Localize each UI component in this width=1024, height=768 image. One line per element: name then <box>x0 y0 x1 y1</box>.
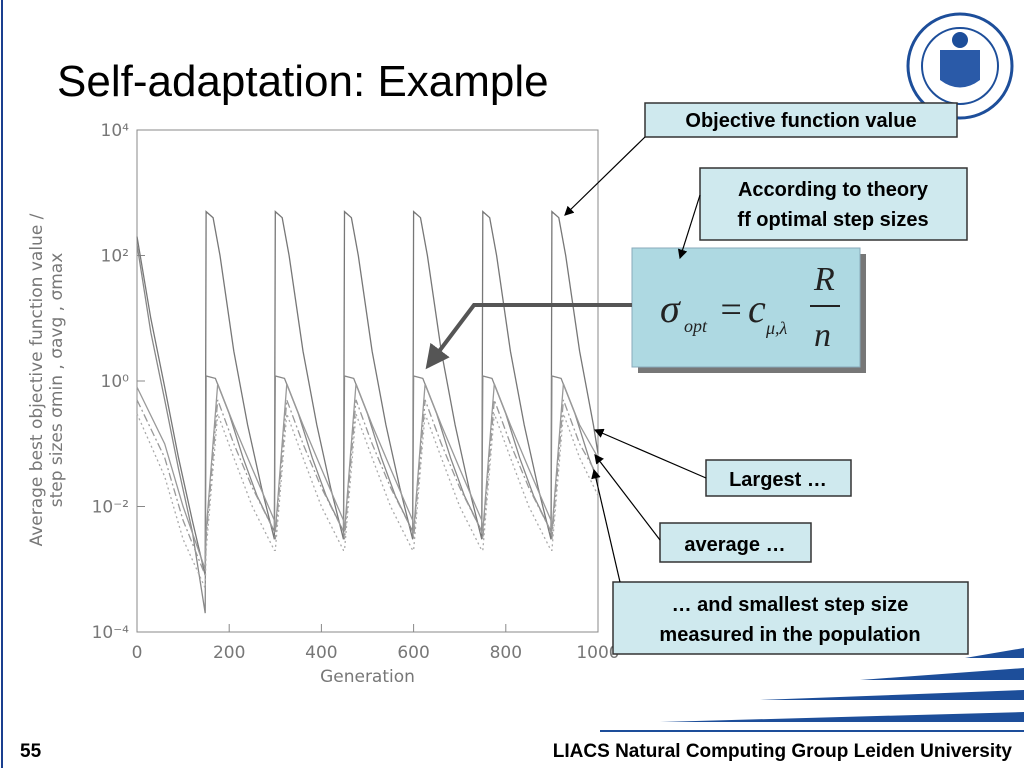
y-tick-label: 10² <box>101 247 129 267</box>
callout-text: According to theory <box>738 179 929 201</box>
x-axis-label: Generation <box>320 667 415 687</box>
callout-box <box>699 167 968 241</box>
x-tick-label: 600 <box>397 643 429 663</box>
callout-text: Objective function value <box>685 110 916 132</box>
y-axis-label: Average best objective function value / <box>27 213 47 546</box>
series-line <box>136 399 599 576</box>
arrow <box>594 454 661 541</box>
footer-stripes <box>600 648 1024 732</box>
x-tick-label: 400 <box>305 643 337 663</box>
callout-text: measured in the population <box>659 624 920 646</box>
arrow <box>425 303 632 370</box>
arrow <box>564 136 646 216</box>
callout-text: Largest … <box>729 469 827 491</box>
page-number: 55 <box>20 741 42 762</box>
y-tick-label: 10⁰ <box>101 372 130 392</box>
callout-box <box>705 459 852 497</box>
callout-box <box>659 522 812 563</box>
arrow <box>677 194 701 260</box>
callouts: Objective function value According to th… <box>425 102 969 655</box>
formula-sub: μ,λ <box>765 318 788 338</box>
logo <box>906 12 1014 120</box>
arrow <box>591 468 621 583</box>
y-tick-label: 10⁻⁴ <box>92 623 130 643</box>
formula-equals: = <box>718 289 744 331</box>
formula-denominator: n <box>814 317 831 354</box>
series-line <box>136 383 599 570</box>
formula-numerator: R <box>813 261 835 298</box>
x-tick-label: 0 <box>132 643 143 663</box>
y-tick-label: 10⁴ <box>101 121 130 141</box>
arrow <box>593 428 707 479</box>
callout-text: average … <box>684 534 785 556</box>
y-tick-label: 10⁻² <box>92 498 129 518</box>
series-line <box>136 210 599 576</box>
x-tick-label: 800 <box>490 643 522 663</box>
callout-box <box>644 102 958 138</box>
callout-box <box>612 581 969 655</box>
series-line <box>136 413 599 589</box>
formula-sub: opt <box>684 316 708 336</box>
x-tick-label: 1000 <box>576 643 619 663</box>
formula-sigma: σ <box>660 286 681 331</box>
x-tick-label: 200 <box>213 643 245 663</box>
callout-text: … and smallest step size <box>672 594 909 616</box>
chart: 10⁻⁴ 10⁻² 10⁰ 10² 10⁴ 0 200 400 600 800 1000 Genera… <box>27 121 620 687</box>
formula-c: c <box>748 286 766 331</box>
formula-box <box>631 247 861 368</box>
footer-text: LIACS Natural Computing Group Leiden Uni… <box>553 741 1013 762</box>
slide-title: Self-adaptation: Example <box>57 57 549 106</box>
y-axis-label: step sizes σmin , σavg , σmax <box>47 253 67 508</box>
callout-text: ff optimal step sizes <box>737 209 928 231</box>
